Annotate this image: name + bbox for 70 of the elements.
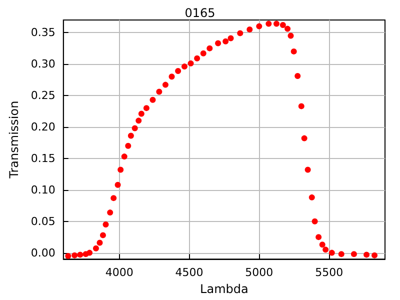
point [364, 252, 370, 258]
point [288, 32, 294, 39]
point [86, 250, 93, 256]
point [301, 135, 308, 142]
point [188, 60, 194, 66]
point [256, 23, 262, 30]
point [322, 246, 329, 253]
y-tick-label: 0.10 [30, 183, 56, 196]
point [266, 20, 272, 27]
point [200, 50, 206, 56]
point [72, 252, 78, 258]
point [319, 242, 326, 248]
y-tick-label: 0.00 [30, 246, 56, 260]
y-tick-label: 0.15 [30, 152, 56, 165]
point [143, 105, 150, 112]
x-tick-label: 5500 [315, 266, 344, 280]
x-tick-label: 4000 [105, 266, 134, 280]
point [110, 195, 117, 202]
point [107, 210, 114, 216]
y-tick-label: 0.25 [30, 89, 56, 102]
x-tick-label: 5000 [245, 266, 274, 280]
point [121, 154, 128, 160]
point [294, 73, 301, 79]
point [114, 182, 121, 188]
point [280, 22, 286, 28]
point [350, 251, 357, 258]
point [246, 26, 253, 32]
x-tick-label: 4500 [175, 266, 204, 280]
y-axis-title: Transmission [7, 100, 21, 180]
x-axis-title: Lambda [200, 282, 248, 296]
y-tick-label: 0.20 [30, 120, 56, 134]
point [156, 88, 162, 95]
point [338, 251, 344, 258]
point [128, 132, 134, 139]
point [92, 245, 99, 252]
point [102, 221, 109, 228]
point [298, 103, 304, 110]
point [100, 232, 106, 238]
point [284, 26, 291, 32]
point [65, 252, 72, 259]
point [136, 118, 142, 124]
point [237, 30, 244, 36]
point [181, 64, 188, 70]
point [228, 35, 234, 42]
point [274, 20, 280, 27]
point [162, 82, 168, 88]
point [194, 55, 200, 62]
point [125, 142, 132, 149]
point [304, 166, 311, 173]
point [150, 96, 156, 103]
y-tick-label: 0.30 [30, 58, 56, 71]
point [222, 38, 229, 44]
point [77, 252, 84, 258]
point [215, 40, 222, 46]
point [138, 110, 144, 117]
point [118, 166, 124, 173]
point [316, 234, 322, 240]
point [132, 125, 138, 132]
point [308, 194, 315, 200]
point [175, 68, 182, 74]
point [206, 45, 213, 52]
chart-title: 0165 [184, 6, 216, 20]
point [290, 48, 297, 54]
point [372, 252, 378, 258]
point [96, 240, 103, 246]
y-tick-label: 0.05 [30, 214, 56, 228]
point [328, 250, 335, 256]
point [312, 218, 318, 224]
y-tick-label: 0.35 [30, 26, 56, 40]
point [168, 74, 175, 80]
